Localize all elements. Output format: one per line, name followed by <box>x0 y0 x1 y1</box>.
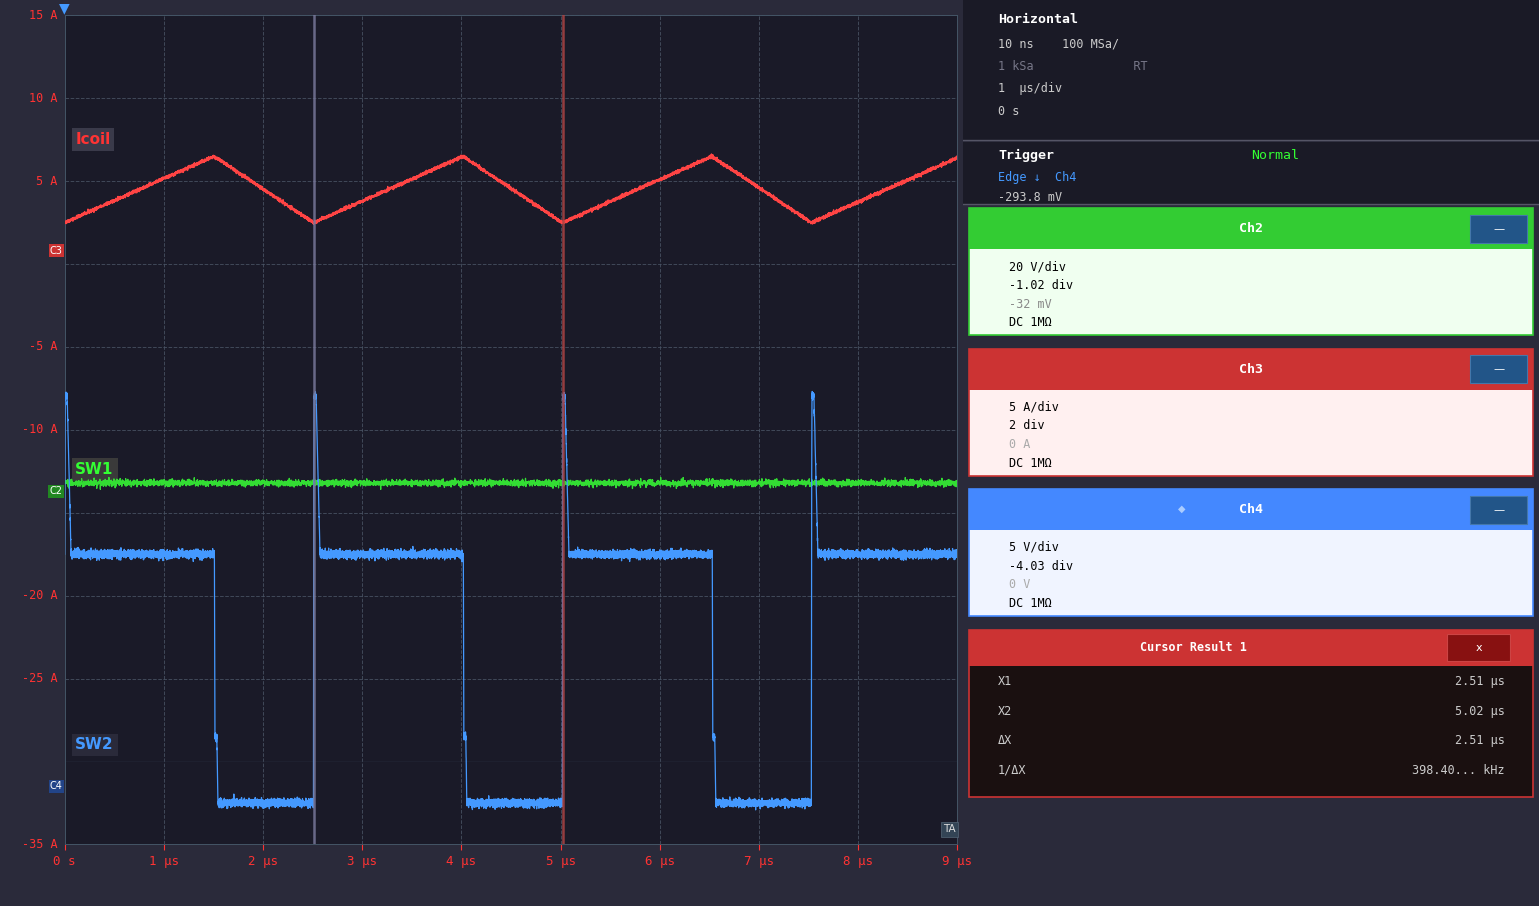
Bar <box>970 349 1533 476</box>
Text: -5 A: -5 A <box>29 341 57 353</box>
Text: 2 div: 2 div <box>1010 419 1045 432</box>
Text: 1  μs/div: 1 μs/div <box>997 82 1062 95</box>
Text: 1/ΔX: 1/ΔX <box>997 764 1027 776</box>
Bar <box>963 0 1539 140</box>
Bar <box>1470 496 1528 524</box>
Text: C4: C4 <box>49 781 63 791</box>
Bar <box>970 630 1533 666</box>
Text: Ch4: Ch4 <box>1239 503 1264 516</box>
Text: ◆: ◆ <box>1179 504 1187 515</box>
Text: SW2: SW2 <box>75 737 114 752</box>
Text: x: x <box>1476 642 1482 653</box>
Text: —: — <box>1493 224 1504 234</box>
Text: 10 A: 10 A <box>29 92 57 105</box>
Text: -35 A: -35 A <box>22 838 57 851</box>
Text: 5 A/div: 5 A/div <box>1010 400 1059 413</box>
Text: 10 ns    100 MSa/: 10 ns 100 MSa/ <box>997 37 1119 50</box>
Text: X1: X1 <box>997 675 1013 688</box>
Bar <box>963 142 1539 204</box>
Text: 5 V/div: 5 V/div <box>1010 541 1059 554</box>
Text: C3: C3 <box>49 246 63 255</box>
Bar <box>970 489 1533 616</box>
Text: -1.02 div: -1.02 div <box>1010 279 1074 292</box>
Bar <box>970 208 1533 335</box>
Bar <box>1470 215 1528 243</box>
Text: ▼: ▼ <box>60 2 69 15</box>
Text: TA: TA <box>943 824 956 834</box>
Text: 0 s: 0 s <box>997 105 1019 118</box>
Text: Ch3: Ch3 <box>1239 362 1264 376</box>
Bar <box>1447 634 1510 661</box>
Text: 5 A: 5 A <box>35 175 57 188</box>
Text: ΔX: ΔX <box>997 734 1013 747</box>
Text: Ch2: Ch2 <box>1239 222 1264 236</box>
Text: 2.51 μs: 2.51 μs <box>1454 734 1505 747</box>
Text: SW1: SW1 <box>75 462 114 477</box>
Bar <box>970 208 1533 249</box>
Text: —: — <box>1493 505 1504 515</box>
Text: 20 V/div: 20 V/div <box>1010 260 1067 273</box>
Text: -20 A: -20 A <box>22 589 57 602</box>
Text: -4.03 div: -4.03 div <box>1010 560 1074 573</box>
Bar <box>970 630 1533 797</box>
Text: 5.02 μs: 5.02 μs <box>1454 705 1505 718</box>
Text: Normal: Normal <box>1251 149 1299 162</box>
Text: -10 A: -10 A <box>22 423 57 437</box>
Text: DC 1MΩ: DC 1MΩ <box>1010 597 1053 611</box>
Text: -25 A: -25 A <box>22 672 57 685</box>
Text: —: — <box>1493 364 1504 374</box>
Text: X2: X2 <box>997 705 1013 718</box>
Text: 1 kSa              RT: 1 kSa RT <box>997 60 1148 72</box>
Text: -293.8 mV: -293.8 mV <box>997 191 1062 204</box>
Text: 0 A: 0 A <box>1010 439 1031 451</box>
Text: Edge ↓  Ch4: Edge ↓ Ch4 <box>997 171 1076 184</box>
Text: -32 mV: -32 mV <box>1010 297 1053 311</box>
Bar <box>970 489 1533 530</box>
Text: Cursor Result 1: Cursor Result 1 <box>1140 641 1247 654</box>
Text: 2.51 μs: 2.51 μs <box>1454 675 1505 688</box>
Text: 398.40... kHz: 398.40... kHz <box>1411 764 1505 776</box>
Text: Trigger: Trigger <box>997 149 1054 162</box>
Text: Icoil: Icoil <box>75 132 111 148</box>
Bar <box>1470 355 1528 383</box>
Text: DC 1MΩ: DC 1MΩ <box>1010 316 1053 330</box>
Text: 15 A: 15 A <box>29 9 57 22</box>
Bar <box>970 349 1533 390</box>
Text: C2: C2 <box>49 487 63 496</box>
Text: Horizontal: Horizontal <box>997 13 1077 25</box>
Text: 0 V: 0 V <box>1010 578 1031 592</box>
Text: DC 1MΩ: DC 1MΩ <box>1010 457 1053 470</box>
